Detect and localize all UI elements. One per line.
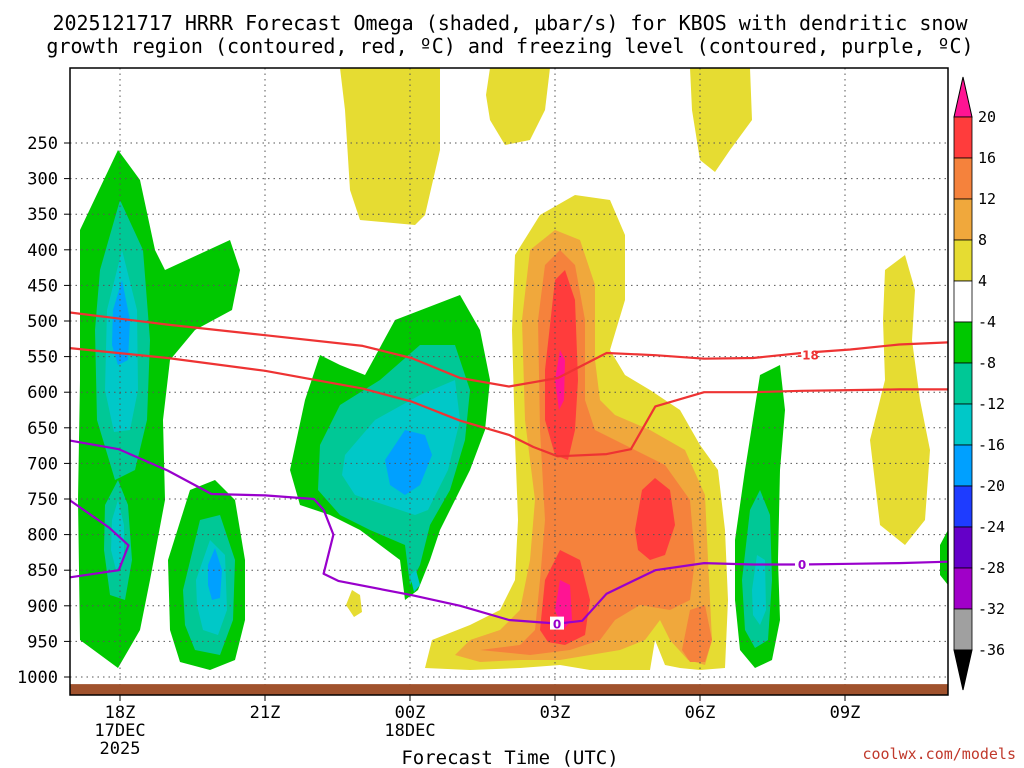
ground-terrain bbox=[70, 684, 948, 695]
colorbar-label--12: -12 bbox=[978, 395, 1005, 413]
y-tick-label-400: 400 bbox=[27, 241, 58, 261]
omega-fill-blue-left-upper bbox=[112, 280, 130, 365]
x-tick-date-00Z: 18DEC bbox=[384, 721, 435, 741]
colorbar-label--20: -20 bbox=[978, 477, 1005, 495]
colorbar-label-12: 12 bbox=[978, 190, 996, 208]
omega-fill-pink-upper bbox=[555, 350, 565, 410]
colorbar-label--8: -8 bbox=[978, 354, 996, 372]
x-tick-date-18Z: 17DEC bbox=[94, 721, 145, 741]
colorbar-bottom-arrow bbox=[953, 649, 973, 691]
colorbar-swatch-8 bbox=[953, 444, 973, 487]
freezing-contour-label-2: 0 bbox=[798, 558, 806, 572]
y-tick-label-750: 750 bbox=[27, 490, 58, 510]
colorbar-swatch-7 bbox=[953, 403, 973, 446]
colorbar-label-20: 20 bbox=[978, 108, 996, 126]
x-tick-label-06Z: 06Z bbox=[685, 703, 716, 723]
colorbar-swatch-2 bbox=[953, 198, 973, 241]
x-axis-label: Forecast Time (UTC) bbox=[401, 747, 618, 768]
contour-lines: -18 0 0 bbox=[69, 311, 949, 632]
colorbar-swatch-4 bbox=[953, 280, 973, 323]
colorbar-swatch-10 bbox=[953, 526, 973, 569]
omega-fill-yellow-right bbox=[870, 255, 930, 545]
credit-text: coolwx.com/models bbox=[862, 745, 1016, 763]
y-tick-label-600: 600 bbox=[27, 383, 58, 403]
dgz-contour-label: -18 bbox=[797, 348, 819, 362]
colorbar-top-arrow bbox=[953, 76, 973, 118]
x-tick-label-09Z: 09Z bbox=[830, 703, 861, 723]
freezing-level-contour bbox=[69, 439, 949, 625]
chart-title-line1: 2025121717 HRRR Forecast Omega (shaded, … bbox=[52, 11, 968, 35]
colorbar-swatch-9 bbox=[953, 485, 973, 528]
y-tick-label-850: 850 bbox=[27, 561, 58, 581]
x-tick-label-18Z: 18Z bbox=[105, 703, 136, 723]
x-tick-label-03Z: 03Z bbox=[540, 703, 571, 723]
omega-fill-cyan-right bbox=[752, 555, 766, 625]
omega-fill-blue-central bbox=[385, 430, 432, 495]
colorbar-label--24: -24 bbox=[978, 518, 1005, 536]
y-tick-label-900: 900 bbox=[27, 597, 58, 617]
colorbar-swatch-11 bbox=[953, 567, 973, 610]
plot-frame bbox=[69, 67, 949, 696]
y-tick-label-800: 800 bbox=[27, 526, 58, 546]
dgz-contour-lower bbox=[69, 347, 948, 458]
y-tick-label-700: 700 bbox=[27, 454, 58, 474]
plot-area: -18 0 0 bbox=[69, 67, 949, 696]
colorbar-label--32: -32 bbox=[978, 600, 1005, 618]
x-tick-year-18Z: 2025 bbox=[100, 739, 141, 759]
colorbar-swatch-1 bbox=[953, 157, 973, 200]
freezing-contour-label-2-bg bbox=[795, 556, 809, 570]
omega-shading bbox=[78, 68, 948, 670]
y-tick-label-650: 650 bbox=[27, 419, 58, 439]
y-tick-label-350: 350 bbox=[27, 205, 58, 225]
y-axis: 250 300 350 400 450 500 550 600 650 700 750 800 850 9… bbox=[17, 134, 70, 688]
y-tick-label-300: 300 bbox=[27, 170, 58, 190]
colorbar-label-16: 16 bbox=[978, 149, 996, 167]
omega-fill-cyan-central-small bbox=[410, 570, 420, 592]
colorbar-label--16: -16 bbox=[978, 436, 1005, 454]
colorbar-swatch-6 bbox=[953, 362, 973, 405]
y-tick-label-1000: 1000 bbox=[17, 668, 58, 688]
colorbar-label--28: -28 bbox=[978, 559, 1005, 577]
colorbar-swatch-5 bbox=[953, 321, 973, 364]
dgz-contour-label-bg bbox=[801, 347, 815, 361]
colorbar-label--36: -36 bbox=[978, 641, 1005, 659]
omega-fill-yellow-top-1 bbox=[340, 68, 440, 225]
colorbar-label--4: -4 bbox=[978, 313, 996, 331]
colorbar-label-4: 4 bbox=[978, 272, 987, 290]
omega-fill-green-edge bbox=[940, 530, 948, 585]
y-tick-label-500: 500 bbox=[27, 312, 58, 332]
dgz-contour-upper bbox=[69, 311, 949, 388]
omega-fill-yellow-top-2 bbox=[486, 68, 550, 145]
omega-fill-orange-lower-right bbox=[682, 605, 712, 662]
y-tick-label-250: 250 bbox=[27, 134, 58, 154]
y-tick-label-550: 550 bbox=[27, 348, 58, 368]
freezing-contour-label-1-bg bbox=[550, 616, 564, 630]
x-tick-label-21Z: 21Z bbox=[250, 703, 281, 723]
colorbar-swatch-0 bbox=[953, 116, 973, 159]
omega-fill-yellow-top-3 bbox=[690, 68, 752, 172]
freezing-contour-label-1: 0 bbox=[553, 618, 561, 632]
colorbar-label-8: 8 bbox=[978, 231, 987, 249]
freezing-level-contour-lower bbox=[69, 499, 130, 579]
omega-fill-yellow-small bbox=[346, 590, 362, 617]
chart-title-line2: growth region (contoured, red, ºC) and f… bbox=[46, 34, 973, 58]
x-tick-label-00Z: 00Z bbox=[395, 703, 426, 723]
omega-fill-orange-main bbox=[480, 250, 695, 655]
omega-fill-blue-20z bbox=[208, 548, 222, 600]
colorbar-swatch-3 bbox=[953, 239, 973, 282]
colorbar: 20 16 12 8 4 -4 -8 -12 -16 -20 -24 -28 -32 -36 bbox=[953, 76, 1005, 691]
colorbar-swatch-12 bbox=[953, 608, 973, 651]
y-tick-label-950: 950 bbox=[27, 632, 58, 652]
y-tick-label-450: 450 bbox=[27, 276, 58, 296]
